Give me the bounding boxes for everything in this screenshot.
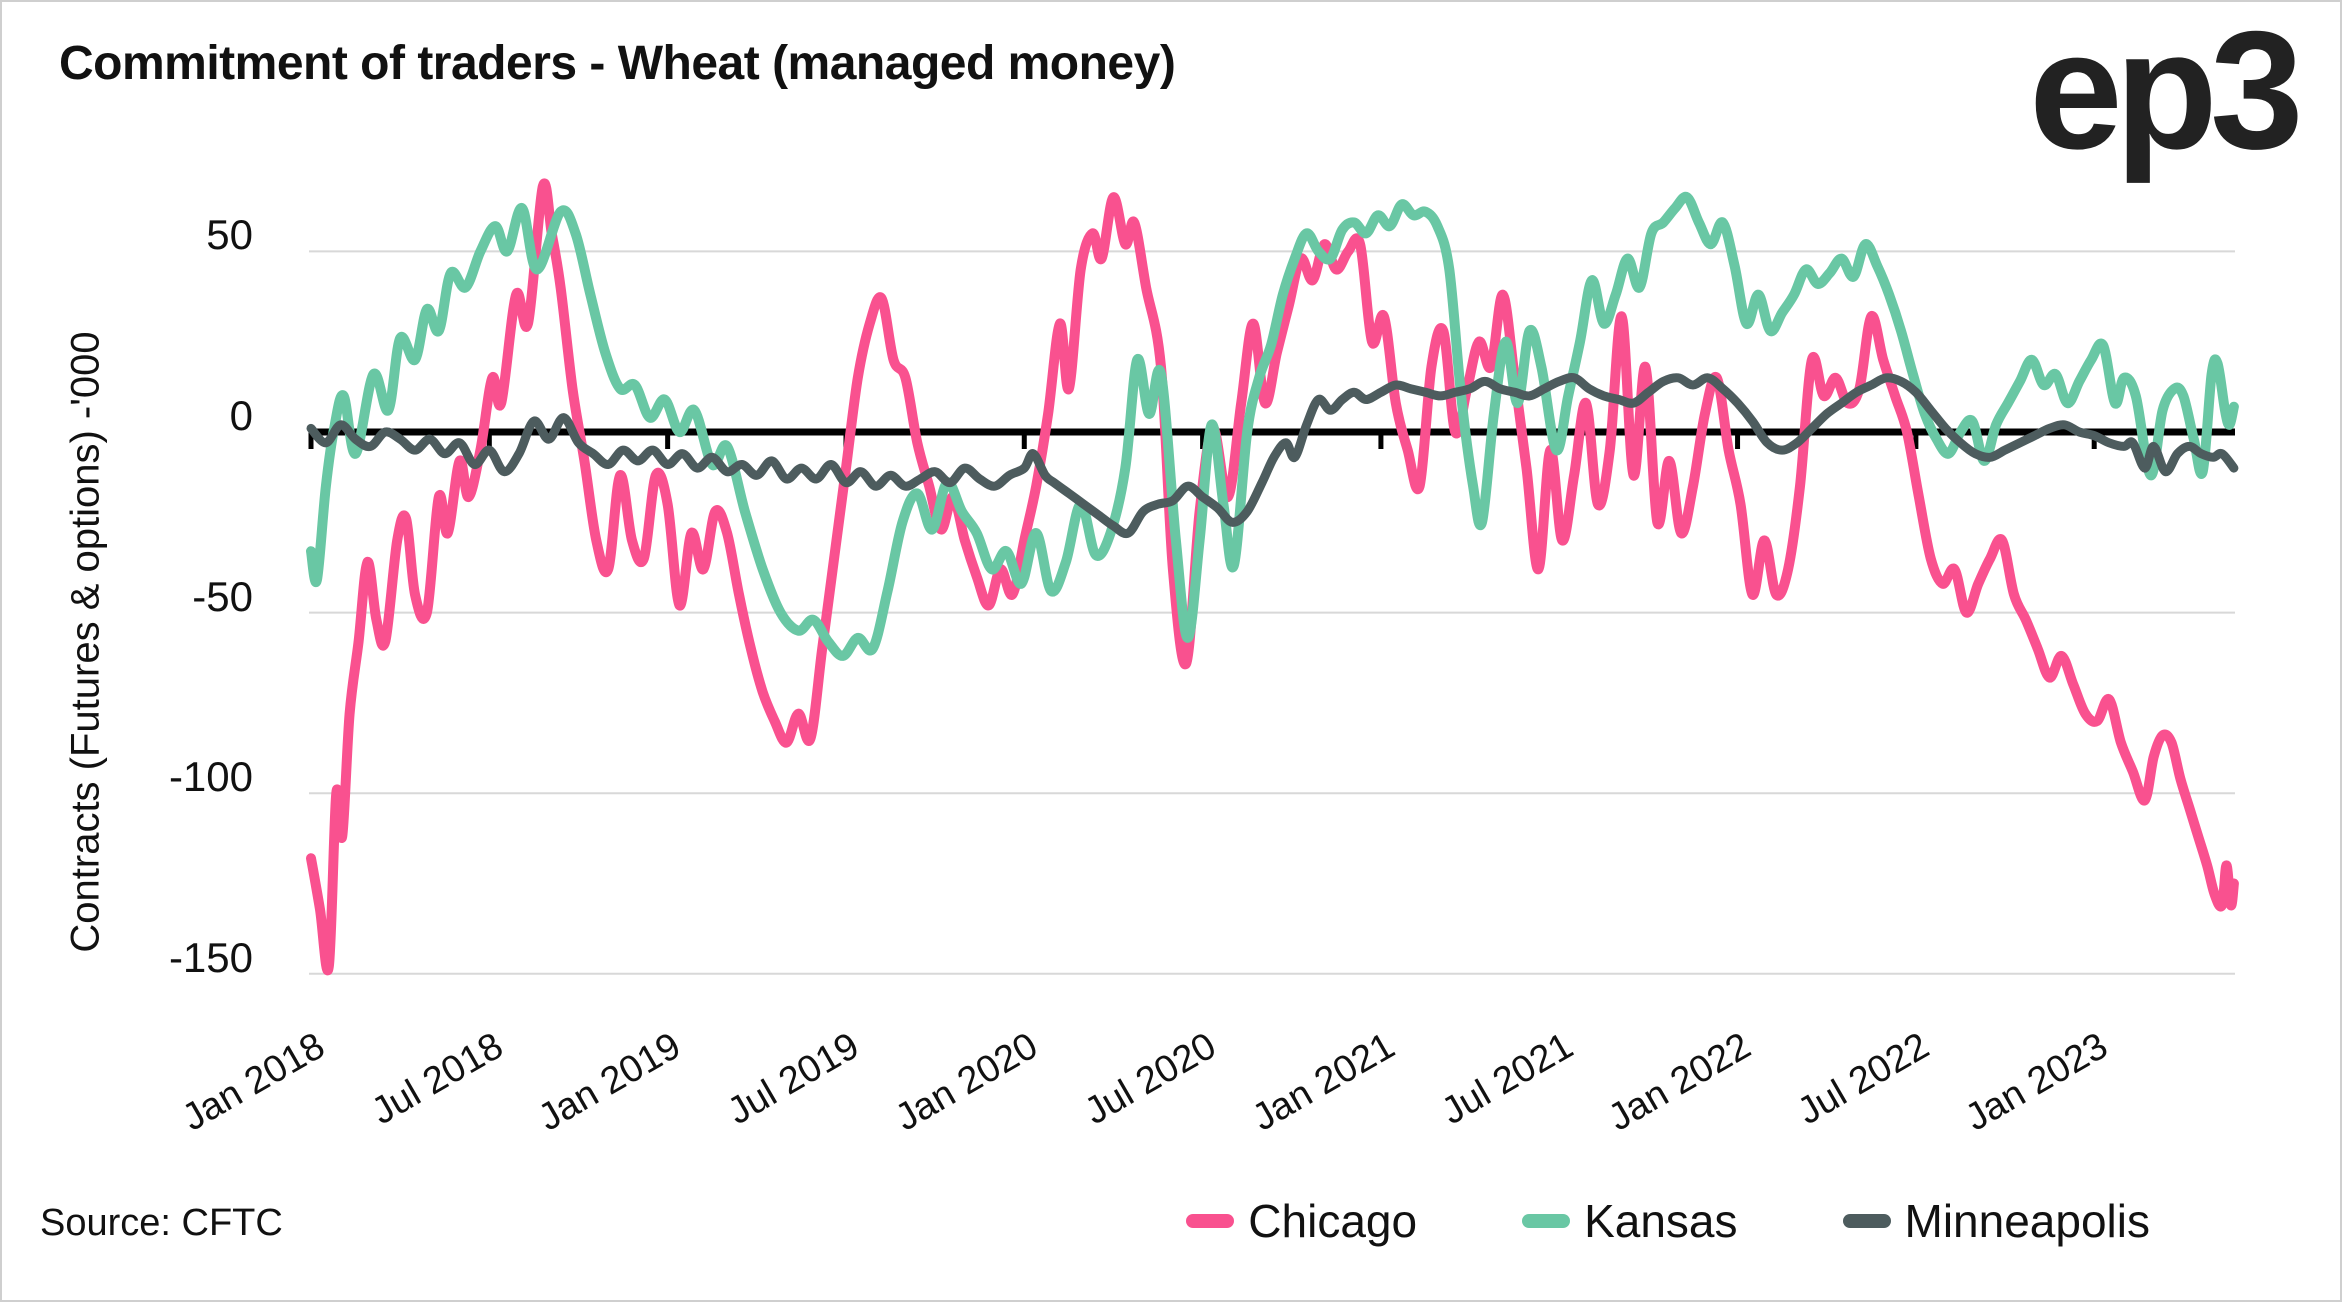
- legend-label: Kansas: [1584, 1195, 1738, 1247]
- x-tick-mark: [308, 432, 314, 449]
- x-tick-mark: [1021, 432, 1027, 449]
- x-tick-mark: [1200, 432, 1206, 449]
- legend-item-minneapolis[interactable]: Minneapolis: [1842, 1194, 2150, 1248]
- x-tick-mark: [1735, 432, 1741, 449]
- chart-title: Commitment of traders - Wheat (managed m…: [59, 37, 1176, 90]
- legend-swatch-chicago-icon: [1186, 1214, 1235, 1228]
- legend-item-kansas[interactable]: Kansas: [1522, 1194, 1738, 1248]
- y-tick-label--100: -100: [168, 753, 253, 801]
- series-line-chicago: [306, 178, 2239, 976]
- x-tick-mark: [486, 432, 492, 449]
- series-line-minneapolis: [306, 373, 2239, 539]
- y-tick-label--150: -150: [168, 933, 253, 981]
- ep3-logo: ep3: [2029, 0, 2303, 184]
- x-tick-mark: [665, 432, 671, 449]
- legend-swatch-minneapolis-icon: [1842, 1214, 1891, 1228]
- x-tick-mark: [2091, 432, 2097, 449]
- x-tick-mark: [1378, 432, 1384, 449]
- y-tick-label-0: 0: [229, 392, 253, 439]
- series-line-kansas: [306, 191, 2239, 661]
- legend-item-chicago[interactable]: Chicago: [1186, 1194, 1417, 1248]
- source-note: Source: CFTC: [40, 1202, 283, 1244]
- y-tick-label-50: 50: [206, 211, 253, 259]
- legend-swatch-kansas-icon: [1522, 1214, 1571, 1228]
- y-tick-label--50: -50: [192, 572, 253, 620]
- legend-label: Chicago: [1248, 1195, 1418, 1247]
- legend: Chicago Kansas Minneapolis: [1186, 1194, 2150, 1248]
- legend-label: Minneapolis: [1904, 1195, 2150, 1247]
- x-tick-mark: [1913, 432, 1919, 449]
